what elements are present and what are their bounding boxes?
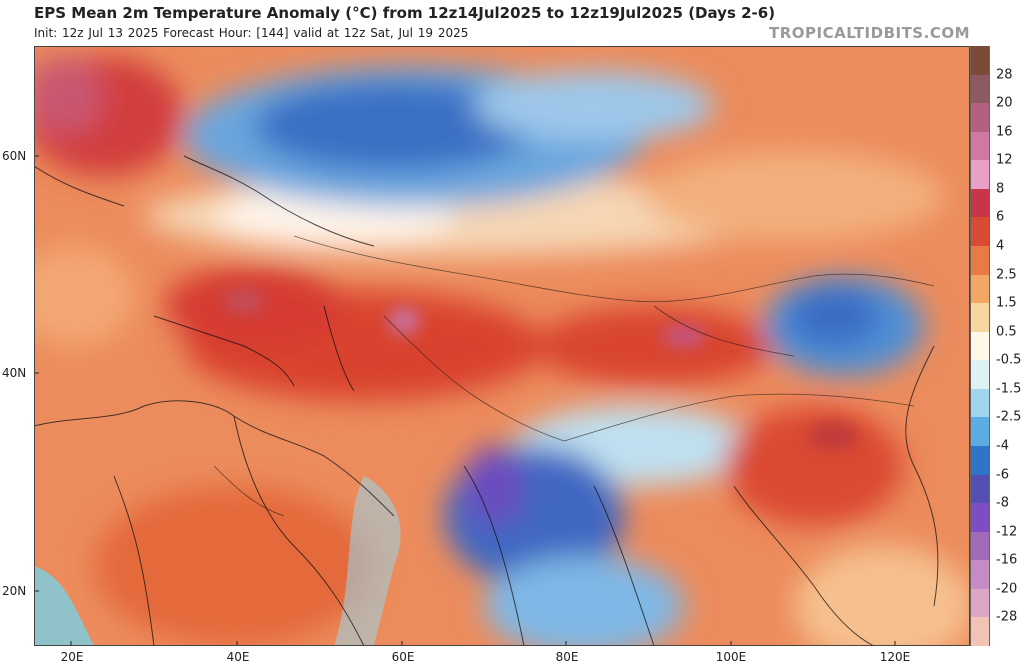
coastlines <box>34 155 939 646</box>
country-borders <box>213 235 935 517</box>
legend-label: -16 <box>996 552 1018 568</box>
lon-label-100e: 100E <box>715 650 747 664</box>
lon-label-20e: 20E <box>60 650 84 664</box>
legend-swatch <box>970 531 990 561</box>
legend-swatch <box>970 217 990 247</box>
legend-label: -4 <box>996 438 1009 454</box>
legend-label: 2.5 <box>996 267 1017 283</box>
legend-label: 28 <box>996 67 1013 83</box>
legend-label: -8 <box>996 495 1009 511</box>
lat-label-40n: 40N <box>2 366 27 380</box>
legend-swatch <box>970 560 990 590</box>
legend-label: 1.5 <box>996 295 1017 311</box>
lon-label-60e: 60E <box>391 650 415 664</box>
legend-swatch <box>970 331 990 361</box>
legend-label: -28 <box>996 609 1018 625</box>
lon-label-120e: 120E <box>879 650 911 664</box>
legend-swatch <box>970 446 990 476</box>
legend-swatch <box>970 131 990 161</box>
legend-swatch <box>970 103 990 133</box>
map-header: EPS Mean 2m Temperature Anomaly (°C) fro… <box>0 0 1024 46</box>
legend-swatch <box>970 303 990 333</box>
legend-swatch <box>970 188 990 218</box>
legend-label: -1.5 <box>996 381 1022 397</box>
legend-swatch <box>970 617 990 647</box>
legend-label: -12 <box>996 524 1018 540</box>
color-legend: 28 20 16 12 8 6 4 2.5 1.5 0.5 -0.5 -1.5 -2.5 -4 -6 -8 -1… <box>970 46 1024 647</box>
source-credit: TROPICALTIDBITS.COM <box>769 24 970 42</box>
legend-swatch <box>970 274 990 304</box>
legend-label: -0.5 <box>996 352 1022 368</box>
legend-label: 16 <box>996 124 1013 140</box>
legend-label: 0.5 <box>996 324 1017 340</box>
legend-label: -20 <box>996 581 1018 597</box>
map-title: EPS Mean 2m Temperature Anomaly (°C) fro… <box>34 4 776 22</box>
legend-swatch <box>970 74 990 104</box>
legend-swatch <box>970 388 990 418</box>
legend-label: 6 <box>996 209 1005 225</box>
anomaly-field-blobs <box>34 56 970 646</box>
lon-label-40e: 40E <box>226 650 250 664</box>
map-canvas <box>34 46 970 646</box>
legend-swatch <box>970 46 990 76</box>
sea-patch-southwest <box>34 566 94 646</box>
lat-label-60n: 60N <box>2 149 27 163</box>
legend-label: 12 <box>996 152 1013 168</box>
legend-swatch <box>970 503 990 533</box>
temperature-anomaly-map <box>34 46 970 646</box>
legend-swatch <box>970 360 990 390</box>
lon-label-80e: 80E <box>555 650 579 664</box>
map-frame <box>34 46 970 646</box>
legend-swatch <box>970 246 990 276</box>
sea-patch-arabian <box>334 476 401 646</box>
legend-label: 4 <box>996 238 1005 254</box>
legend-label: 8 <box>996 181 1005 197</box>
legend-swatch <box>970 160 990 190</box>
legend-label: -6 <box>996 467 1009 483</box>
legend-swatch <box>970 474 990 504</box>
legend-swatch <box>970 417 990 447</box>
legend-label: -2.5 <box>996 409 1022 425</box>
legend-label: 20 <box>996 95 1013 111</box>
map-subtitle: Init: 12z Jul 13 2025 Forecast Hour: [14… <box>34 26 469 40</box>
lat-label-20n: 20N <box>2 584 27 598</box>
legend-swatch <box>970 588 990 618</box>
